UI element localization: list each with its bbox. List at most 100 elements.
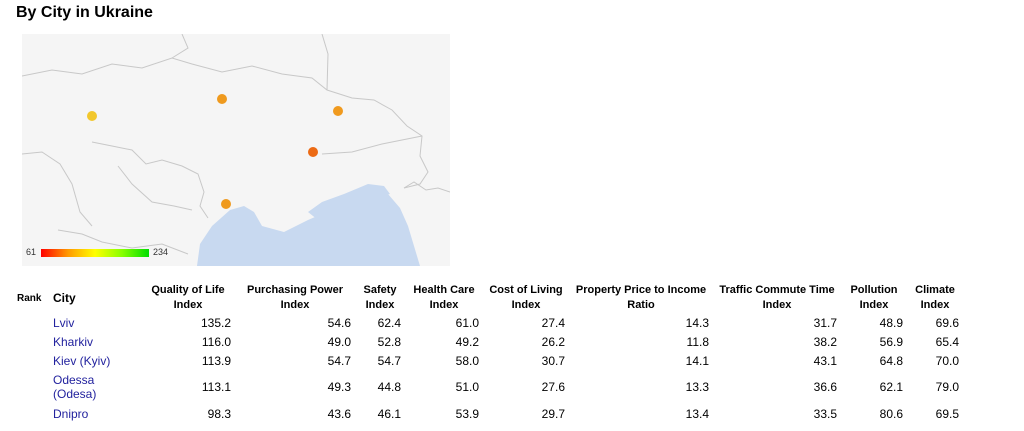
city-link[interactable]: Lviv (53, 315, 75, 330)
rank-cell (14, 351, 49, 370)
header-city[interactable]: City (53, 290, 76, 305)
legend-max-value: 234 (153, 247, 169, 257)
rank-cell (14, 404, 49, 423)
city-link-line1: Odessa (53, 373, 95, 387)
header-pollution[interactable]: Pollution Index (841, 283, 907, 313)
header-traffic-line2: Index (762, 299, 792, 311)
pp-cell: 49.3 (327, 380, 351, 394)
traffic-cell: 33.5 (813, 406, 837, 421)
header-col-line2: Index (511, 299, 541, 311)
ppi-cell: 14.1 (685, 353, 709, 368)
sea-of-azov (308, 184, 390, 220)
city-cell: Lviv (49, 313, 141, 332)
traffic-cell: 31.7 (813, 315, 837, 330)
safety-cell: 46.1 (377, 406, 401, 421)
city-link[interactable]: Kiev (Kyiv) (53, 353, 111, 368)
header-ppi-line1: Property Price to Income (575, 284, 707, 296)
safety-cell: 62.4 (377, 315, 401, 330)
map-marker-kharkiv[interactable] (333, 106, 343, 116)
header-safety[interactable]: Safety Index (355, 283, 405, 313)
header-safety-line2: Index (365, 299, 395, 311)
city-link[interactable]: Dnipro (53, 406, 89, 421)
header-qol-line1: Quality of Life (151, 284, 225, 296)
col-cell: 26.2 (541, 334, 565, 349)
rank-cell (14, 370, 49, 404)
map-marker-lviv[interactable] (87, 111, 97, 121)
pollution-cell: 80.6 (879, 406, 903, 421)
header-climate[interactable]: Climate Index (907, 283, 963, 313)
qol-cell: 98.3 (207, 406, 231, 421)
qol-cell: 116.0 (201, 334, 231, 349)
header-pollution-line2: Index (859, 299, 889, 311)
pollution-cell: 64.8 (879, 353, 903, 368)
climate-cell: 69.5 (935, 406, 959, 421)
header-ppi-line2: Ratio (627, 299, 655, 311)
city-cell: Dnipro (49, 404, 141, 423)
city-link[interactable]: Odessa (Odesa) (53, 373, 96, 401)
table-row: Kharkiv 116.0 49.0 52.8 49.2 26.2 11.8 3… (14, 332, 963, 351)
rank-cell (14, 313, 49, 332)
header-cost-of-living[interactable]: Cost of Living Index (483, 283, 569, 313)
legend-min-value: 61 (26, 247, 37, 257)
black-sea (197, 190, 420, 266)
climate-cell: 70.0 (935, 353, 959, 368)
header-rank[interactable]: Rank (17, 292, 42, 304)
ppi-cell: 11.8 (686, 334, 709, 349)
map-marker-odessa[interactable] (221, 199, 231, 209)
header-quality-of-life[interactable]: Quality of Life Index (141, 283, 235, 313)
header-health-line1: Health Care (413, 284, 475, 296)
map-svg (22, 34, 450, 266)
health-cell: 61.0 (455, 315, 479, 330)
col-cell: 27.4 (541, 315, 565, 330)
qol-cell: 113.1 (201, 380, 231, 394)
table-row: Lviv 135.2 54.6 62.4 61.0 27.4 14.3 31.7… (14, 313, 963, 332)
header-pp-line1: Purchasing Power (247, 284, 343, 296)
header-traffic-line1: Traffic Commute Time (719, 284, 835, 296)
health-cell: 53.9 (455, 406, 479, 421)
pp-cell: 49.0 (327, 334, 351, 349)
header-safety-line1: Safety (363, 284, 397, 296)
header-purchasing-power[interactable]: Purchasing Power Index (235, 283, 355, 313)
health-cell: 49.2 (455, 334, 479, 349)
legend-color-bar (41, 249, 149, 257)
safety-cell: 52.8 (377, 334, 401, 349)
city-cell: Kiev (Kyiv) (49, 351, 141, 370)
pp-cell: 54.7 (327, 353, 351, 368)
map-borders (22, 34, 450, 255)
climate-cell: 69.6 (935, 315, 959, 330)
ppi-cell: 13.4 (685, 406, 709, 421)
ppi-cell: 13.3 (685, 380, 709, 394)
safety-cell: 54.7 (377, 353, 401, 368)
pollution-cell: 56.9 (879, 334, 903, 349)
table-row: Kiev (Kyiv) 113.9 54.7 54.7 58.0 30.7 14… (14, 351, 963, 370)
health-cell: 58.0 (455, 353, 479, 368)
header-traffic-commute[interactable]: Traffic Commute Time Index (713, 283, 841, 313)
qol-cell: 113.9 (201, 353, 231, 368)
table-header-row: Rank City Quality of Life Index Purchasin… (14, 283, 963, 313)
pollution-cell: 48.9 (879, 315, 903, 330)
pollution-cell: 62.1 (879, 380, 903, 394)
qol-cell: 135.2 (200, 315, 231, 330)
rank-cell (14, 332, 49, 351)
city-map[interactable] (22, 34, 450, 266)
city-link[interactable]: Kharkiv (53, 334, 94, 349)
climate-cell: 65.4 (935, 334, 959, 349)
col-cell: 29.7 (541, 406, 565, 421)
map-marker-kiev[interactable] (217, 94, 227, 104)
map-marker-dnipro[interactable] (308, 147, 318, 157)
header-health-care[interactable]: Health Care Index (405, 283, 483, 313)
health-cell: 51.0 (455, 380, 479, 394)
header-qol-line2: Index (173, 299, 203, 311)
header-climate-line1: Climate (915, 284, 955, 296)
traffic-cell: 36.6 (813, 380, 837, 394)
table-row: Odessa (Odesa) 113.1 49.3 44.8 51.0 27.6 … (14, 370, 963, 404)
col-cell: 30.7 (541, 353, 565, 368)
pp-cell: 54.6 (327, 315, 351, 330)
header-pp-line2: Index (280, 299, 310, 311)
city-ranking-table: Rank City Quality of Life Index Purchasin… (14, 283, 963, 423)
city-link-line2: (Odesa) (53, 387, 97, 401)
header-property-price[interactable]: Property Price to Income Ratio (569, 283, 713, 313)
header-col-line1: Cost of Living (489, 284, 563, 296)
pp-cell: 43.6 (327, 406, 351, 421)
header-pollution-line1: Pollution (850, 284, 898, 296)
